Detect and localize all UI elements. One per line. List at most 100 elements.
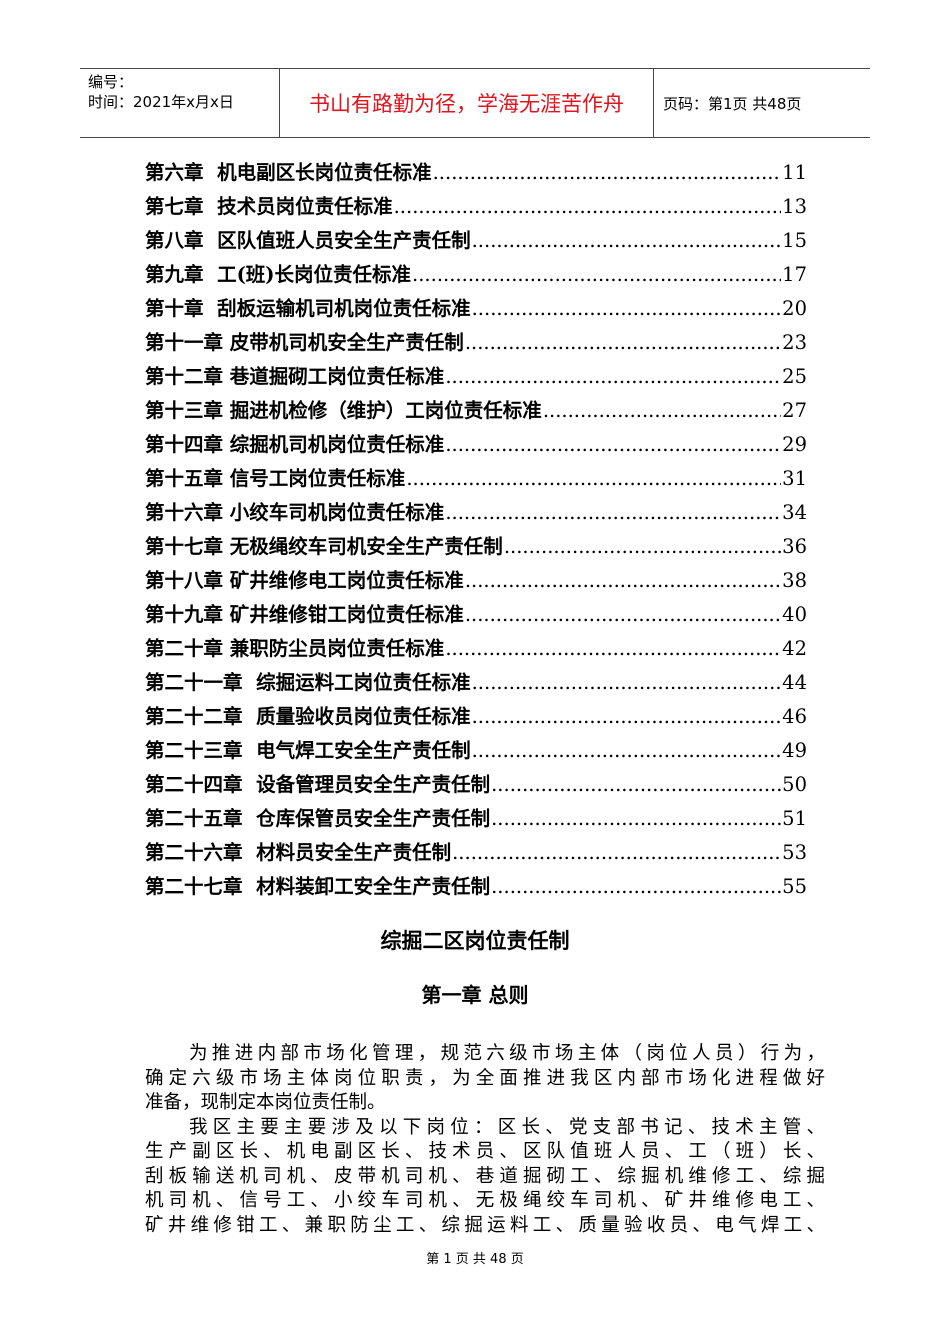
toc-leader [445,501,781,524]
toc-page: 25 [782,365,807,388]
motto: 书山有路勤为径，学海无涯苦作舟 [280,69,654,137]
toc-leader [465,331,781,354]
toc-leader [472,705,782,728]
toc-title: 掘进机检修（维护）工岗位责任标准 [229,399,542,422]
toc-page: 31 [782,467,807,490]
toc-leader [445,433,781,456]
toc-chapter: 第二十二章 [145,705,257,728]
toc-entry[interactable]: 第十章 刮板运输机司机岗位责任标准 20 [145,292,807,326]
toc-entry[interactable]: 第二十六章 材料员安全生产责任制 53 [145,836,807,870]
toc-entry[interactable]: 第十五章 信号工岗位责任标准 31 [145,462,807,496]
toc-leader [472,671,782,694]
toc-page: 20 [782,297,807,320]
toc-chapter: 第十三章 [145,399,230,422]
toc-leader [491,875,781,898]
toc-page: 27 [782,399,807,422]
toc-leader [465,569,781,592]
toc-title: 巷道掘砌工岗位责任标准 [229,365,445,388]
time-label: 时间：2021年x月x日 [88,93,234,111]
toc-entry[interactable]: 第十二章 巷道掘砌工岗位责任标准 25 [145,360,807,394]
toc-page: 42 [782,637,807,660]
toc-page: 51 [782,807,807,830]
body-line: 矿井维修钳工、兼职防尘工、综掘运料工、质量验收员、电气焊工、 [145,1214,825,1236]
toc-title: 设备管理员安全生产责任制 [256,773,491,796]
toc-title: 区队值班人员安全生产责任制 [217,229,471,252]
toc-chapter: 第十四章 [145,433,230,456]
toc-title: 无极绳绞车司机安全生产责任制 [229,535,503,558]
toc-leader [504,535,781,558]
toc-chapter: 第八章 [145,229,218,252]
toc-chapter: 第十五章 [145,467,230,490]
toc-chapter: 第二十六章 [145,841,257,864]
toc-chapter: 第十八章 [145,569,230,592]
body-line: 刮板输送机司机、皮带机司机、巷道掘砌工、综掘机维修工、综掘 [145,1165,825,1187]
toc-page: 17 [782,263,807,286]
toc-entry[interactable]: 第二十七章 材料装卸工安全生产责任制 55 [145,870,807,904]
toc-entry[interactable]: 第十九章 矿井维修钳工岗位责任标准 40 [145,598,807,632]
toc-page: 44 [782,671,807,694]
header-meta: 编号： 时间：2021年x月x日 [80,69,280,137]
toc-entry[interactable]: 第二十章 兼职防尘员岗位责任标准 42 [145,632,807,666]
toc-chapter: 第十九章 [145,603,230,626]
toc-entry[interactable]: 第九章 工(班)长岗位责任标准 17 [145,258,807,292]
toc-chapter: 第二十一章 [145,671,257,694]
page-footer: 第 1 页 共 48 页 [426,1252,524,1267]
toc-page: 50 [782,773,807,796]
page-header: 编号： 时间：2021年x月x日 书山有路勤为径，学海无涯苦作舟 页码：第1页 … [80,68,870,138]
toc-entry[interactable]: 第二十五章 仓库保管员安全生产责任制 51 [145,802,807,836]
toc-entry[interactable]: 第十三章 掘进机检修（维护）工岗位责任标准 27 [145,394,807,428]
toc-entry[interactable]: 第十八章 矿井维修电工岗位责任标准 38 [145,564,807,598]
toc-page: 15 [782,229,807,252]
toc-title: 信号工岗位责任标准 [229,467,406,490]
body-text: 为推进内部市场化管理，规范六级市场主体（岗位人员）行为， 确定六级市场主体岗位职责… [145,1042,825,1238]
toc-title: 质量验收员岗位责任标准 [256,705,471,728]
toc-page: 53 [782,841,807,864]
toc-leader [412,263,781,286]
toc-chapter: 第十六章 [145,501,230,524]
toc-chapter: 第二十四章 [145,773,257,796]
page-info: 页码：第1页 共48页 [663,94,802,113]
body-line: 机司机、信号工、小绞车司机、无极绳绞车司机、矿井维修电工、 [145,1190,825,1211]
toc-entry[interactable]: 第八章 区队值班人员安全生产责任制 15 [145,224,807,258]
toc-entry[interactable]: 第十一章 皮带机司机安全生产责任制 23 [145,326,807,360]
toc-page: 38 [782,569,807,592]
toc-page: 34 [782,501,807,524]
toc-title: 机电副区长岗位责任标准 [217,161,432,184]
toc-chapter: 第十一章 [145,331,230,354]
toc-chapter: 第六章 [145,161,218,184]
toc-title: 电气焊工安全生产责任制 [256,739,471,762]
body-line: 我区主要主要涉及以下岗位：区长、党支部书记、技术主管、 [189,1116,825,1138]
toc-entry[interactable]: 第二十二章 质量验收员岗位责任标准 46 [145,700,807,734]
toc-chapter: 第十二章 [145,365,230,388]
chapter-title: 第一章 总则 [421,983,529,1007]
toc-title: 刮板运输机司机岗位责任标准 [217,297,471,320]
toc-page: 46 [782,705,807,728]
number-label: 编号： [88,73,134,91]
toc-page: 36 [782,535,807,558]
toc-chapter: 第二十三章 [145,739,257,762]
toc-entry[interactable]: 第十四章 综掘机司机岗位责任标准 29 [145,428,807,462]
toc-entry[interactable]: 第十六章 小绞车司机岗位责任标准 34 [145,496,807,530]
toc-entry[interactable]: 第十七章 无极绳绞车司机安全生产责任制 36 [145,530,807,564]
toc-entry[interactable]: 第二十三章 电气焊工安全生产责任制 49 [145,734,807,768]
toc-page: 40 [782,603,807,626]
toc-chapter: 第七章 [145,195,218,218]
toc-page: 11 [782,161,807,184]
body-line: 生产副区长、机电副区长、技术员、区队值班人员、工（班）长、 [145,1141,825,1162]
toc-entry[interactable]: 第六章 机电副区长岗位责任标准 11 [145,156,807,190]
toc-title: 材料装卸工安全生产责任制 [256,875,491,898]
toc-leader [491,773,781,796]
toc-chapter: 第十七章 [145,535,230,558]
toc-title: 工(班)长岗位责任标准 [217,263,412,286]
toc-title: 矿井维修电工岗位责任标准 [229,569,464,592]
body-line: 为推进内部市场化管理，规范六级市场主体（岗位人员）行为， [189,1043,825,1064]
table-of-contents: 第六章 机电副区长岗位责任标准 11 第七章 技术员岗位责任标准 13 第八章 区队值班… [145,156,807,904]
toc-entry[interactable]: 第二十四章 设备管理员安全生产责任制 50 [145,768,807,802]
toc-chapter: 第二十章 [145,637,230,660]
toc-chapter: 第九章 [145,263,218,286]
toc-entry[interactable]: 第七章 技术员岗位责任标准 13 [145,190,807,224]
toc-entry[interactable]: 第二十一章 综掘运料工岗位责任标准 44 [145,666,807,700]
toc-chapter: 第二十五章 [145,807,257,830]
toc-leader [472,229,782,252]
toc-title: 技术员岗位责任标准 [217,195,393,218]
